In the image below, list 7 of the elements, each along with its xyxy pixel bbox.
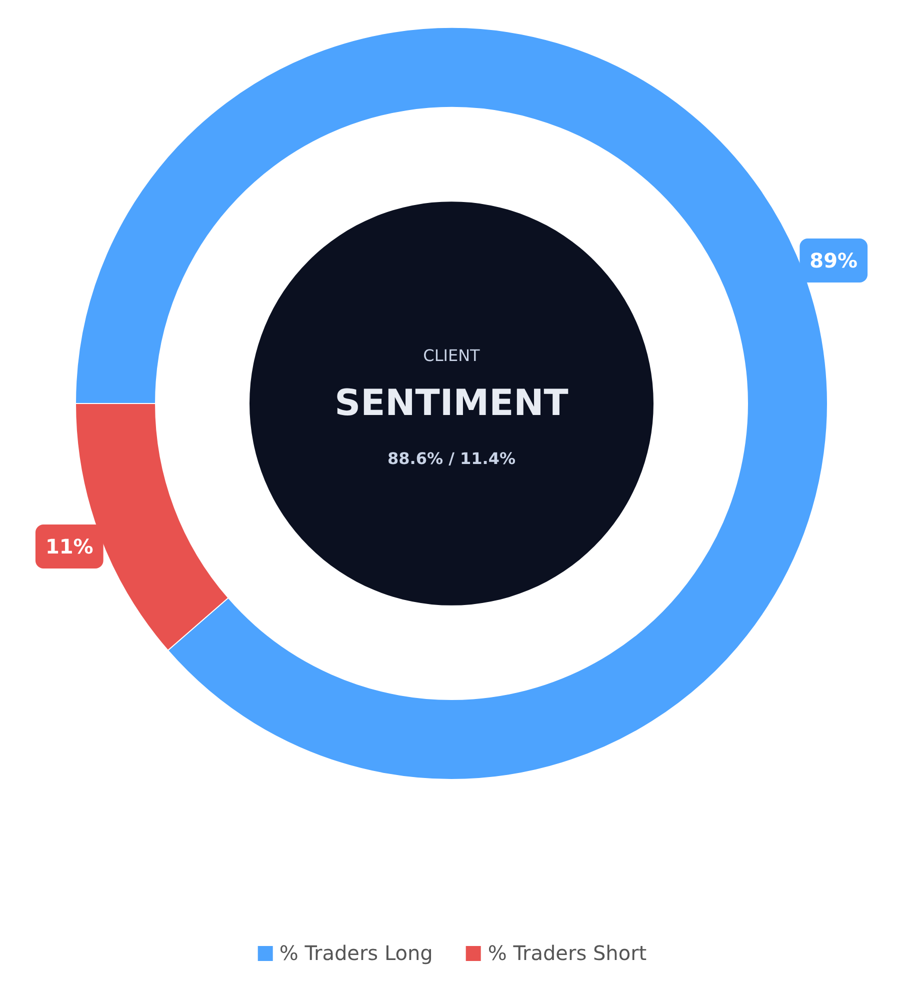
legend-label: % Traders Long xyxy=(279,941,433,965)
text: SENTIMENT xyxy=(334,383,569,424)
legend-label: % Traders Short xyxy=(488,941,647,965)
text: CLIENT xyxy=(423,346,480,365)
data-label: 89% xyxy=(810,248,858,272)
data-label: 11% xyxy=(45,534,94,559)
text: 88.6% / 11.4% xyxy=(388,449,516,468)
